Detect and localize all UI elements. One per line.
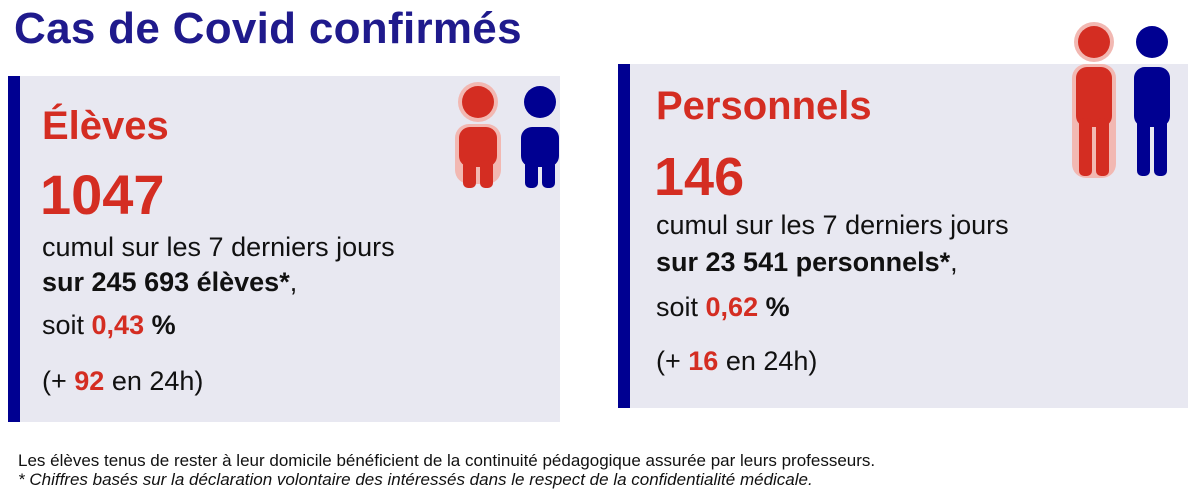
personnels-total-line: sur 23 541 personnels*, — [656, 247, 958, 278]
panel-accent-bar — [618, 64, 630, 408]
personnels-cumul-text: cumul sur les 7 derniers jours — [656, 210, 1009, 240]
eleves-delta-suffix: en 24h) — [104, 366, 204, 396]
personnels-delta-value: 16 — [688, 346, 719, 376]
personnels-heading: Personnels — [656, 84, 872, 128]
eleves-delta-prefix: (+ — [42, 366, 75, 396]
personnels-count: 146 — [654, 147, 745, 207]
footnote-disclaimer: * Chiffres basés sur la déclaration volo… — [18, 470, 813, 489]
personnels-panel: Personnels 146 cumul sur les 7 derniers … — [618, 64, 1188, 408]
personnels-total: sur 23 541 personnels* — [656, 247, 951, 277]
eleves-percent-line: soit 0,43 % — [42, 310, 176, 341]
eleves-delta-value: 92 — [74, 366, 105, 396]
panel-accent-bar — [8, 76, 20, 422]
personnels-delta-line: (+ 16 en 24h) — [656, 346, 817, 377]
eleves-percent-value: 0,43 — [91, 310, 145, 340]
footnote-continuity: Les élèves tenus de rester à leur domici… — [18, 451, 876, 470]
page-title: Cas de Covid confirmés — [14, 4, 522, 53]
personnels-soit: soit — [656, 292, 706, 322]
eleves-total-comma: , — [289, 267, 298, 297]
personnels-percent-sign: % — [758, 292, 790, 322]
personnels-total-comma: , — [950, 247, 958, 277]
eleves-cumul-text: cumul sur les 7 derniers jours — [42, 232, 395, 262]
eleves-total: sur 245 693 élèves* — [42, 267, 290, 297]
student-pair-icon — [440, 80, 570, 190]
eleves-heading: Élèves — [42, 104, 169, 148]
eleves-percent-sign: % — [144, 310, 176, 340]
personnels-delta-prefix: (+ — [656, 346, 689, 376]
eleves-delta-line: (+ 92 en 24h) — [42, 366, 203, 397]
eleves-total-line: sur 245 693 élèves*, — [42, 267, 297, 298]
personnels-delta-suffix: en 24h) — [718, 346, 818, 376]
personnels-percent-value: 0,62 — [705, 292, 759, 322]
eleves-soit: soit — [42, 310, 92, 340]
adult-pair-icon — [1060, 20, 1180, 180]
personnels-percent-line: soit 0,62 % — [656, 292, 790, 323]
eleves-count: 1047 — [40, 163, 165, 226]
